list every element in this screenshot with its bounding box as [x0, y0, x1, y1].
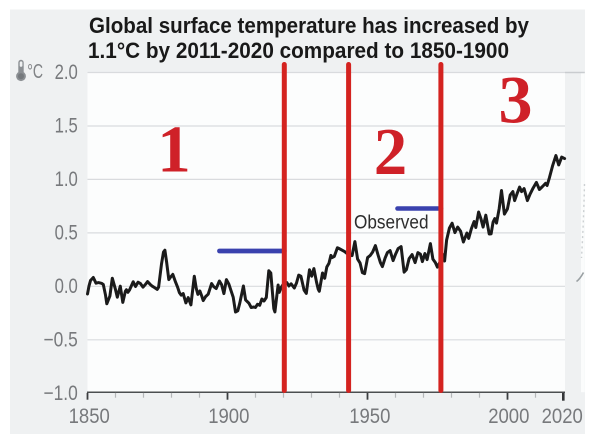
svg-text:1.1°C by 2011-2020 compared to: 1.1°C by 2011-2020 compared to 1850-1900: [88, 38, 509, 63]
svg-text:2000: 2000: [488, 405, 529, 428]
svg-text:Global surface temperature has: Global surface temperature has increased…: [89, 13, 530, 38]
svg-text:3: 3: [499, 61, 533, 137]
svg-text:Observed: Observed: [354, 212, 429, 234]
svg-text:1.0: 1.0: [55, 168, 78, 191]
svg-text:1: 1: [157, 113, 191, 187]
svg-text:1900: 1900: [208, 405, 249, 428]
svg-text:2020: 2020: [542, 405, 583, 428]
svg-text:−1.0: −1.0: [44, 382, 78, 405]
svg-text:2: 2: [374, 115, 408, 189]
svg-text:0.5: 0.5: [55, 222, 78, 245]
svg-text:−0.5: −0.5: [44, 328, 78, 351]
svg-text:0.0: 0.0: [55, 275, 78, 298]
svg-text:1.5: 1.5: [55, 115, 78, 138]
svg-text:1950: 1950: [349, 405, 390, 428]
svg-text:°C: °C: [27, 60, 43, 83]
svg-text:1850: 1850: [69, 405, 110, 428]
svg-text:2.0: 2.0: [55, 61, 78, 84]
